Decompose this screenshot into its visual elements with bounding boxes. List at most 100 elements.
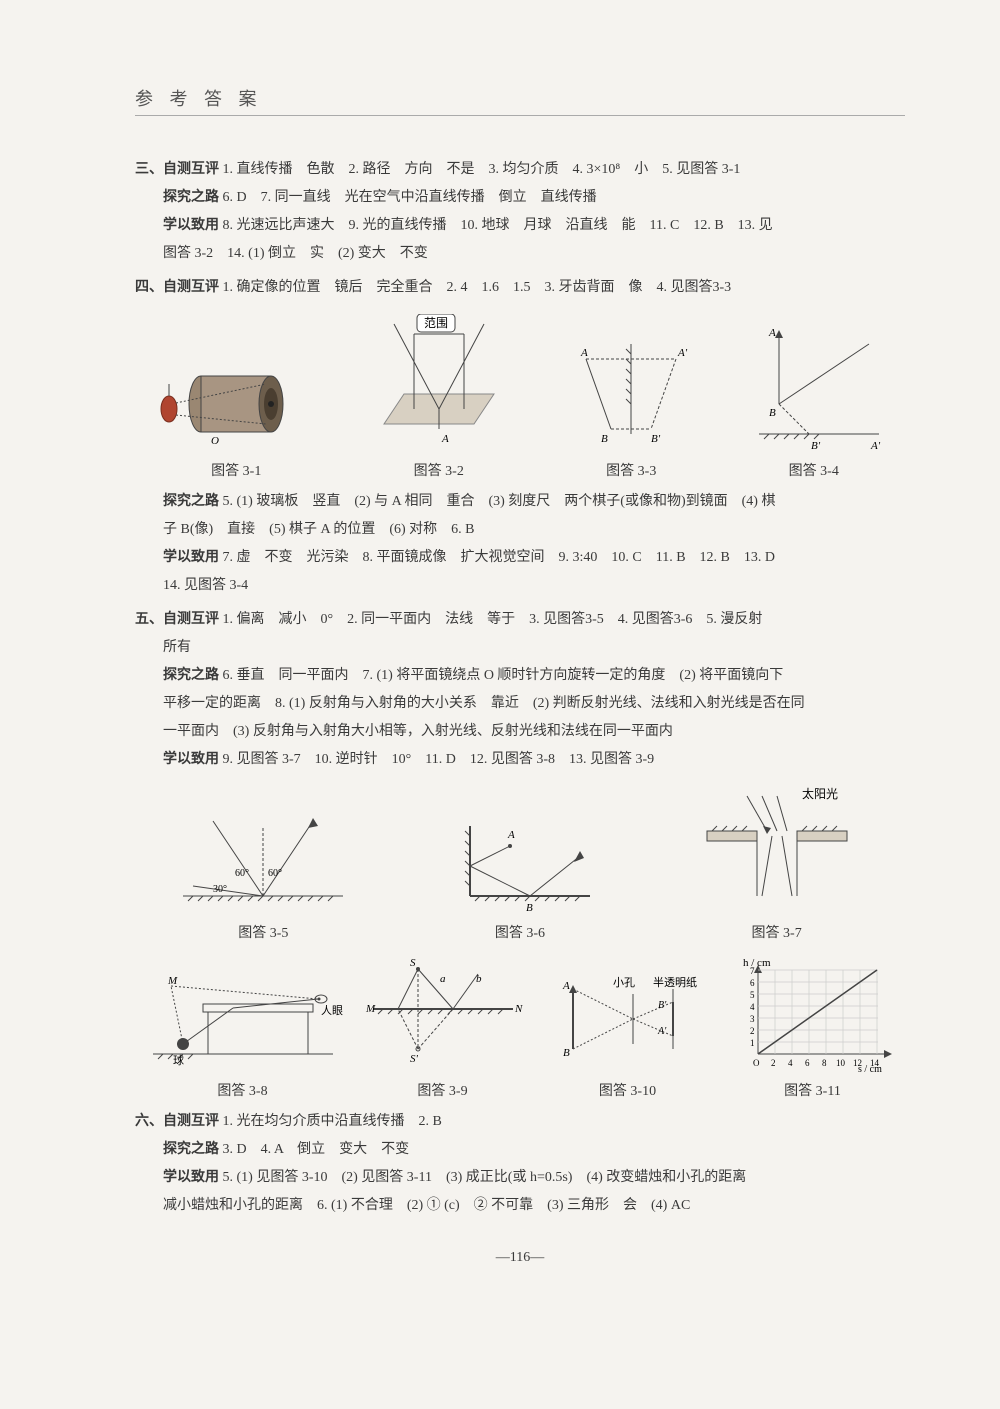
s4-line1: 1. 确定像的位置 镜后 完全重合 2. 4 1.6 1.5 3. 牙齿背面 像… [219,280,731,295]
fig-3-10-caption: 图答 3-10 [543,1080,713,1100]
fig-3-2-caption: 图答 3-2 [354,460,524,480]
svg-text:B: B [563,1047,570,1059]
s4-xyzy1: 7. 虚 不变 光污染 8. 平面镜成像 扩大视觉空间 9. 3:40 10. … [219,550,775,565]
svg-text:A': A' [870,440,881,452]
s5-tjzl1: 6. 垂直 同一平面内 7. (1) 将平面镜绕点 O 顺时针方向旋转一定的角度… [219,668,783,683]
svg-text:N: N [514,1003,523,1015]
svg-text:B: B [769,407,776,419]
s4-tjzl1: 5. (1) 玻璃板 竖直 (2) 与 A 相同 重合 (3) 刻度尺 两个棋子… [219,494,775,509]
svg-text:6: 6 [750,978,755,988]
s5-line2: 所有 [135,634,905,662]
s6-xyzy1: 5. (1) 见图答 3-10 (2) 见图答 3-11 (3) 成正比(或 h… [219,1170,746,1185]
fig-3-9-caption: 图答 3-9 [358,1080,528,1100]
fig-3-4-caption: 图答 3-4 [739,460,889,480]
s4-xyzy2: 14. 见图答 3-4 [135,572,905,600]
svg-text:人眼: 人眼 [321,1004,343,1017]
svg-text:4: 4 [788,1058,793,1068]
fig-3-5: 60° 60° 30° 图答 3-5 [173,806,353,942]
s3-line1: 1. 直线传播 色散 2. 路径 方向 不是 3. 均匀介质 4. 3×10⁸ … [219,162,740,177]
svg-text:S: S [410,957,416,969]
fig-3-1: O 图答 3-1 [151,334,321,480]
s3-xyzy2: 图答 3-2 14. (1) 倒立 实 (2) 变大 不变 [135,240,905,268]
svg-text:A: A [580,347,588,359]
fig-3-7-caption: 图答 3-7 [687,922,867,942]
svg-text:球: 球 [173,1053,184,1067]
s6-line1: 1. 光在均匀介质中沿直线传播 2. B [219,1114,442,1129]
svg-text:小孔: 小孔 [613,976,635,989]
s5-xyzy: 9. 见图答 3-7 10. 逆时针 10° 11. D 12. 见图答 3-8… [219,752,654,767]
chart-3-11: h / cm 1 2 3 4 5 6 7 O 2 4 6 8 10 12 14 [728,954,898,1074]
svg-text:A: A [507,829,515,841]
page-number: —116— [135,1250,905,1266]
s5-line1: 1. 偏离 减小 0° 2. 同一平面内 法线 等于 3. 见图答3-5 4. … [219,612,762,627]
s5-lead: 五、自测互评 [135,612,219,627]
svg-text:B': B' [811,440,821,452]
figure-row-3: 球 M 人眼 图答 3-8 S S' M N [135,954,905,1100]
s3-tjzl: 6. D 7. 同一直线 光在空气中沿直线传播 倒立 直线传播 [219,190,597,205]
svg-text:O: O [753,1058,760,1068]
fig-3-5-caption: 图答 3-5 [173,922,353,942]
s6-lead: 六、自测互评 [135,1114,219,1129]
svg-text:A': A' [657,1026,667,1037]
fig-3-11: h / cm 1 2 3 4 5 6 7 O 2 4 6 8 10 12 14 [728,954,898,1100]
s6-xyzy-lead: 学以致用 [163,1170,219,1185]
svg-text:1: 1 [750,1038,755,1048]
svg-text:M: M [365,1003,376,1015]
figure-row-1: O 图答 3-1 范围 A 图答 3-2 A A [135,314,905,480]
section-3: 三、自测互评 1. 直线传播 色散 2. 路径 方向 不是 3. 均匀介质 4.… [135,156,905,268]
fig-3-6-caption: 图答 3-6 [430,922,610,942]
svg-text:60°: 60° [235,868,249,879]
page-header: 参 考 答 案 [135,85,905,116]
svg-text:7: 7 [750,966,755,976]
fig-3-8: 球 M 人眼 图答 3-8 [143,964,343,1100]
svg-text:范围: 范围 [424,316,448,330]
s3-tjzl-lead: 探究之路 [163,190,219,205]
svg-text:b: b [476,973,482,985]
s4-xyzy-lead: 学以致用 [163,550,219,565]
s5-tjzl-lead: 探究之路 [163,668,219,683]
svg-text:O: O [211,435,219,447]
s6-tjzl: 3. D 4. A 倒立 变大 不变 [219,1142,409,1157]
svg-text:s / cm: s / cm [858,1064,882,1074]
svg-text:B: B [526,902,533,914]
s5-xyzy-lead: 学以致用 [163,752,219,767]
s3-xyzy1: 8. 光速远比声速大 9. 光的直线传播 10. 地球 月球 沿直线 能 11.… [219,218,773,233]
fig-3-8-caption: 图答 3-8 [143,1080,343,1100]
fig-3-4: A B B' A' 图答 3-4 [739,324,889,480]
svg-text:a: a [440,973,446,985]
svg-text:A: A [441,433,449,445]
svg-text:A': A' [677,347,688,359]
fig-3-9: S S' M N a b 图答 3-9 [358,954,528,1100]
svg-text:B': B' [651,433,661,445]
s6-tjzl-lead: 探究之路 [163,1142,219,1157]
svg-text:6: 6 [805,1058,810,1068]
s4-lead: 四、自测互评 [135,280,219,295]
fig-3-6: A B 图答 3-6 [430,806,610,942]
fig-3-2: 范围 A 图答 3-2 [354,314,524,480]
fig-3-11-caption: 图答 3-11 [728,1080,898,1100]
section-4b: 探究之路 5. (1) 玻璃板 竖直 (2) 与 A 相同 重合 (3) 刻度尺… [135,488,905,600]
s5-tjzl3: 一平面内 (3) 反射角与入射角大小相等，入射光线、反射光线和法线在同一平面内 [135,718,905,746]
s6-xyzy2: 减小蜡烛和小孔的距离 6. (1) 不合理 (2) ① (c) ② 不可靠 (3… [135,1192,905,1220]
section-4: 四、自测互评 1. 确定像的位置 镜后 完全重合 2. 4 1.6 1.5 3.… [135,274,905,302]
s3-xyzy-lead: 学以致用 [163,218,219,233]
s4-tjzl2: 子 B(像) 直接 (5) 棋子 A 的位置 (6) 对称 6. B [135,516,905,544]
svg-text:太阳光: 太阳光 [802,786,838,801]
svg-text:60°: 60° [268,868,282,879]
svg-text:S': S' [410,1053,419,1065]
fig-3-3-caption: 图答 3-3 [556,460,706,480]
svg-text:M: M [167,975,178,987]
s5-tjzl2: 平移一定的距离 8. (1) 反射角与入射角的大小关系 靠近 (2) 判断反射光… [135,690,905,718]
svg-text:30°: 30° [213,884,227,895]
s4-tjzl-lead: 探究之路 [163,494,219,509]
s3-lead: 三、自测互评 [135,162,219,177]
figure-row-2: 60° 60° 30° 图答 3-5 A B 图答 3-6 太阳光 [135,786,905,942]
svg-text:8: 8 [822,1058,827,1068]
fig-3-10: A B A' B' 小孔 半透明纸 图答 3-10 [543,964,713,1100]
svg-text:3: 3 [750,1014,755,1024]
svg-text:10: 10 [836,1058,846,1068]
svg-text:4: 4 [750,1002,755,1012]
svg-text:A: A [768,327,776,339]
svg-text:5: 5 [750,990,755,1000]
fig-3-3: A A' B B' 图答 3-3 [556,334,706,480]
